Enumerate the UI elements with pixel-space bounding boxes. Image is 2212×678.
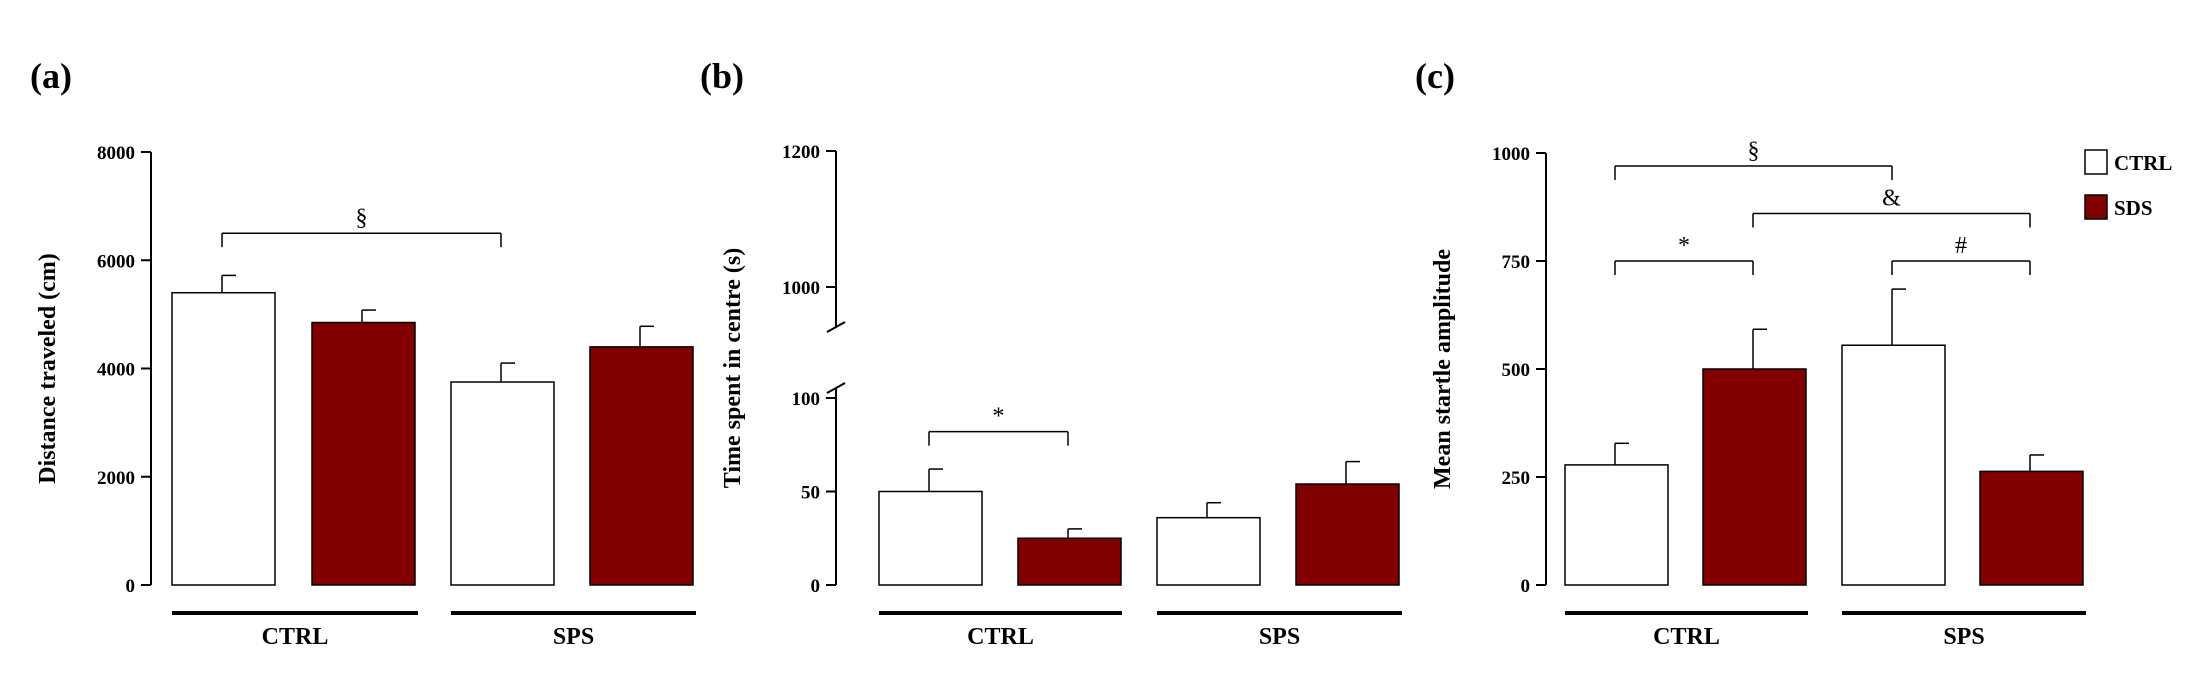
panel-a-bar-ctrl-sds	[311, 321, 416, 586]
panel-c-y-tick-label-3: 750	[1502, 252, 1531, 273]
panel-c-bar-sps-sds	[1979, 470, 2084, 586]
panel-c-bar-sps-ctrl	[1841, 344, 1946, 586]
panel-c-sig-label-0: §	[1748, 138, 1760, 164]
panel-a-bar-ctrl-ctrl	[171, 291, 276, 586]
panel-c-bar-ctrl-sds	[1702, 368, 1807, 586]
panel-c-bar-ctrl-ctrl	[1564, 464, 1669, 586]
panel-a-y-tick-label-4: 8000	[97, 143, 135, 164]
panel-a-y-label: Distance traveled (cm)	[35, 253, 61, 484]
panel-a-bar-sps-ctrl	[450, 381, 555, 586]
panel-c-sig-label-1: &	[1882, 185, 1901, 211]
panel-b-y-tick-label-4: 1200	[782, 142, 820, 163]
legend-swatch-ctrl	[2084, 149, 2108, 175]
panel-a-y-tick-label-2: 4000	[97, 360, 135, 381]
panel-b-group-label-ctrl: CTRL	[967, 624, 1034, 650]
panel-b-y-tick-label-3: 1000	[782, 278, 820, 299]
panel-b-letter: (b)	[700, 56, 744, 96]
panel-c-group-label-ctrl: CTRL	[1653, 624, 1720, 650]
panel-a-group-label-sps: SPS	[553, 624, 594, 650]
panel-a-y-tick-label-1: 2000	[97, 468, 135, 489]
panel-c-y-label: Mean startle amplitude	[1430, 249, 1456, 489]
panel-b-bar-ctrl-sds	[1017, 537, 1122, 586]
panel-b-bar-sps-ctrl	[1156, 516, 1261, 586]
panel-c-y-tick-label-4: 1000	[1492, 144, 1530, 165]
panel-b-y-label: Time spent in centre (s)	[720, 248, 746, 488]
panel-a-bar-sps-sds	[589, 346, 694, 586]
panel-c-y-tick-label-2: 500	[1502, 360, 1531, 381]
panel-a-y-tick-label-0: 0	[126, 576, 136, 597]
panel-b-bar-ctrl-ctrl	[878, 490, 983, 586]
panel-b-y-tick-label-2: 100	[792, 389, 821, 410]
panel-b-y-tick-label-0: 0	[811, 576, 821, 597]
panel-b-sig-label-0: *	[993, 404, 1005, 430]
legend-label-sds: SDS	[2114, 196, 2153, 220]
panel-b-group-label-sps: SPS	[1259, 624, 1300, 650]
panel-c-y-tick-label-1: 250	[1502, 468, 1531, 489]
panel-b-y-tick-label-1: 50	[801, 483, 820, 504]
panel-a-letter: (a)	[30, 56, 72, 96]
legend-label-ctrl: CTRL	[2114, 151, 2172, 175]
panel-c-y-tick-label-0: 0	[1521, 576, 1531, 597]
panel-c-letter: (c)	[1415, 56, 1455, 96]
panel-c-sig-label-3: #	[1955, 233, 1967, 259]
panel-c-group-label-sps: SPS	[1943, 624, 1984, 650]
panel-c-sig-label-2: *	[1678, 233, 1690, 259]
panel-b-axis-break-mark-2	[826, 321, 846, 333]
panel-a-group-label-ctrl: CTRL	[262, 624, 329, 650]
panel-b-axis-break-mark-1	[826, 382, 846, 394]
panel-a-sig-label-0: §	[356, 205, 368, 231]
panel-a-y-tick-label-3: 6000	[97, 251, 135, 272]
panel-b-bar-sps-sds	[1295, 483, 1400, 586]
legend-swatch-sds	[2084, 194, 2108, 220]
